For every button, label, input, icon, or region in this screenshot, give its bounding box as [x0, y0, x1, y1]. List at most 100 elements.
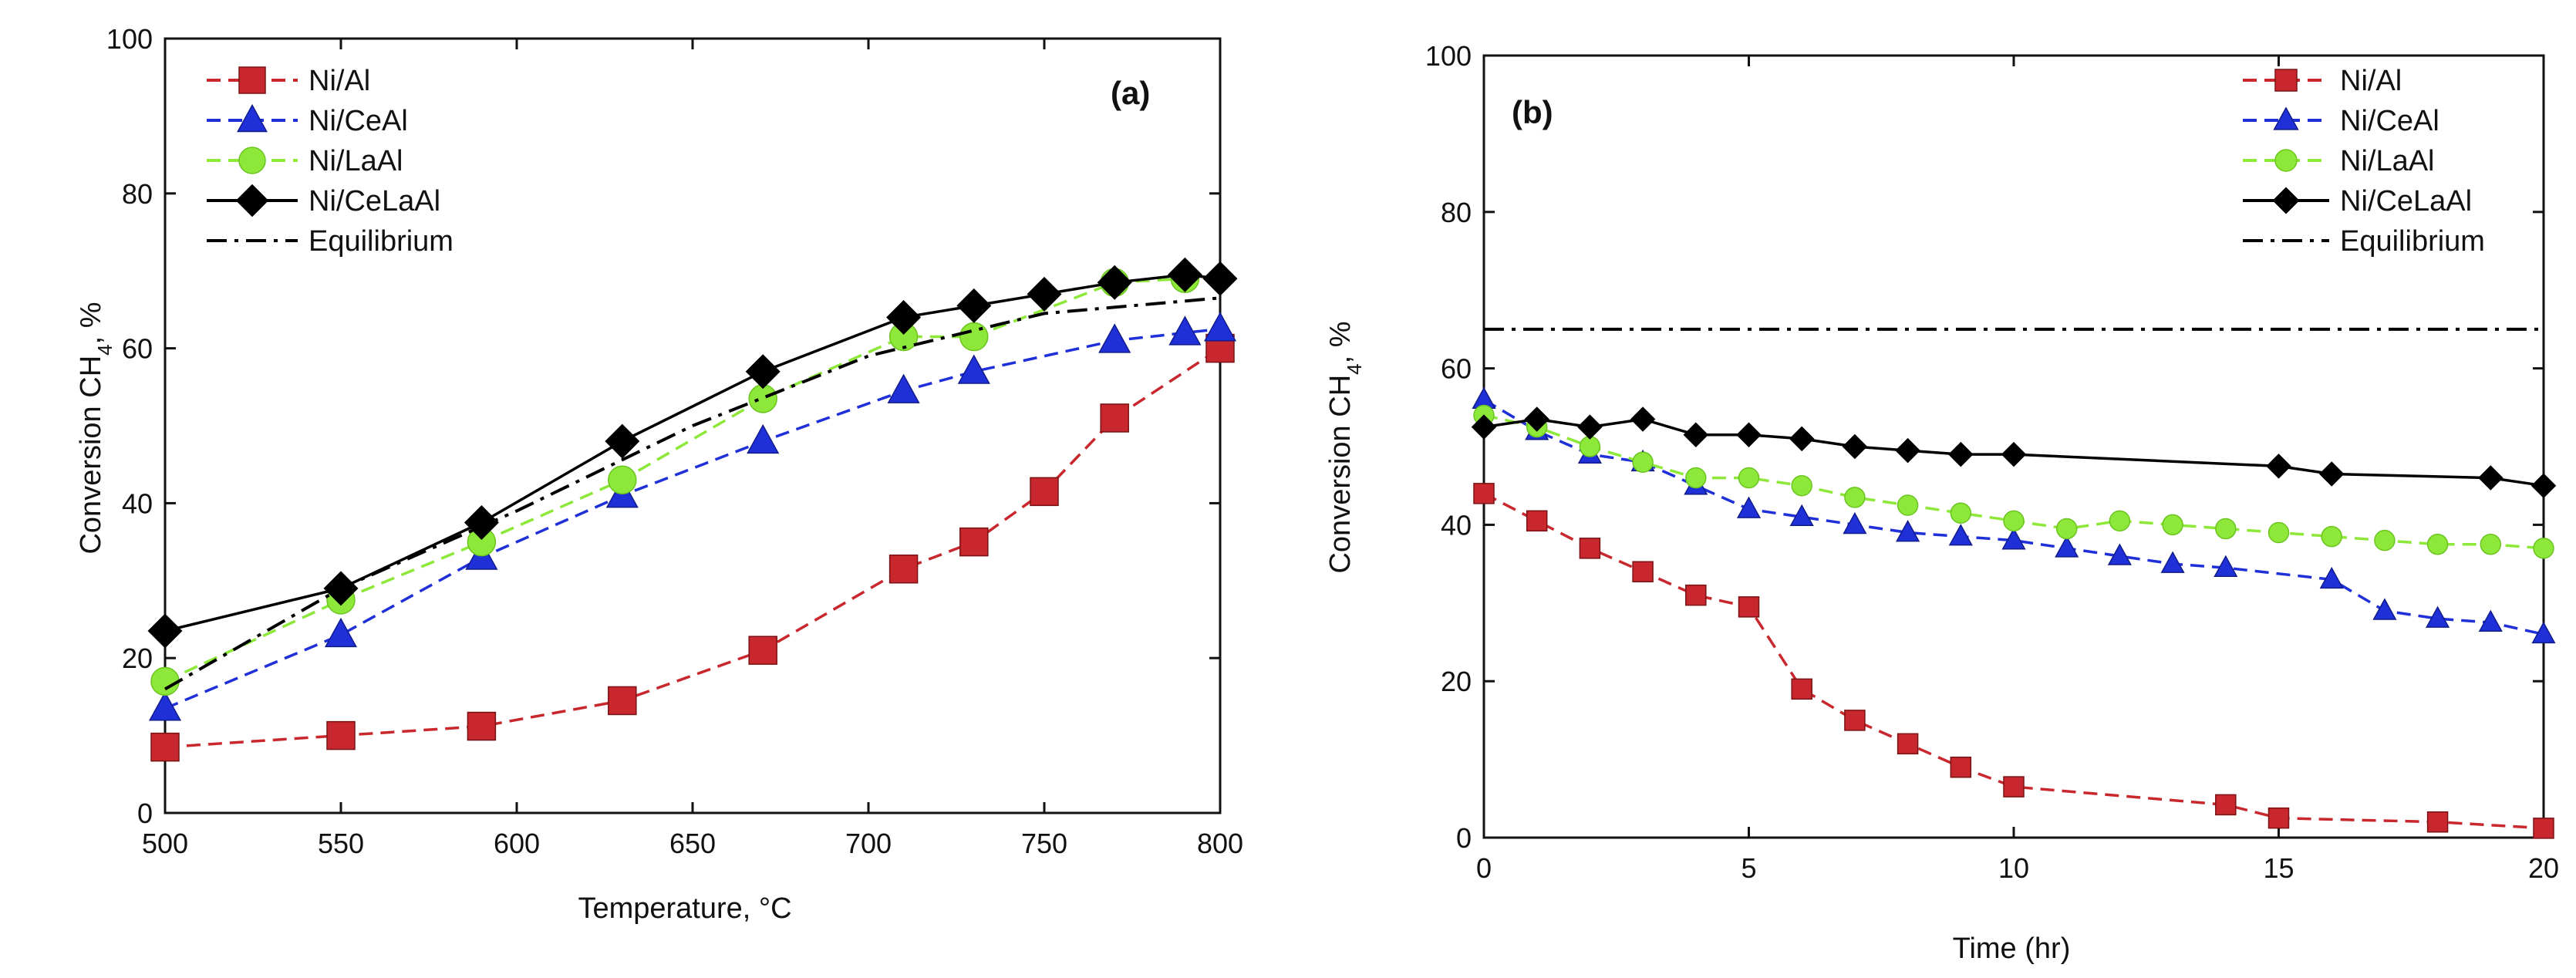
panel-b-legend-entry: Ni/CeLaAl: [2243, 185, 2472, 218]
panel-b-legend-entry: Ni/Al: [2243, 65, 2402, 97]
panel-b-x-tick-label: 20: [2528, 852, 2559, 884]
panel-a-y-tick-label: 40: [122, 487, 153, 519]
panel-a-plot: 500 550 600 650 700 750 800020406080100Ni/AlNi…: [106, 23, 1243, 859]
panel-b-series-ni-laal: [1473, 404, 2554, 559]
panel-b-legend-entry: Equilibrium: [2243, 225, 2485, 258]
panel-b-point-ni-laal: [2426, 534, 2449, 555]
panel-a-y-tick-label: 100: [106, 23, 153, 55]
panel-b-legend: Ni/Al Ni/CeAl Ni/LaAl Ni/CeLaAl Equilibrium: [2243, 65, 2485, 258]
panel-b-point-ni-laal: [2374, 529, 2396, 551]
panel-b-point-ni-laal: [2162, 514, 2183, 536]
panel-b-label: (b): [1512, 94, 1553, 130]
panel-a-point-ni-al: [748, 636, 777, 665]
panel-a-point-ni-al: [1030, 477, 1059, 507]
panel-b: Conversion CH4, % Time (hr) (b): [1324, 94, 2070, 965]
panel-b-point-ni-al: [1579, 538, 1601, 559]
panel-b-point-ni-al: [1791, 678, 1812, 700]
panel-b-point-ni-laal: [2003, 510, 2025, 532]
panel-a-point-ni-laal: [959, 322, 989, 352]
panel-a-legend-marker: [238, 147, 266, 174]
panel-a-point-ni-celaal: [1027, 276, 1062, 312]
panel-b-point-ni-laal: [2480, 534, 2502, 555]
panel-a-point-ni-celaal: [886, 299, 922, 335]
panel-b-point-ni-ceal: [2319, 566, 2344, 589]
panel-a-series-line-equilibrium: [164, 296, 1221, 691]
panel-b-point-ni-ceal: [1843, 511, 1867, 535]
panel-b-point-ni-al: [1526, 510, 1548, 532]
panel-a-point-ni-celaal: [956, 288, 992, 323]
panel-b-point-ni-ceal: [2160, 551, 2185, 573]
panel-a-point-ni-celaal: [1167, 257, 1202, 292]
panel-a-legend-entry: Ni/LaAl: [207, 145, 403, 177]
panel-b-legend-label: Equilibrium: [2340, 225, 2485, 258]
panel-a-x-axis-label: Temperature, °C: [578, 892, 791, 925]
panel-b-point-ni-ceal: [2055, 535, 2079, 558]
panel-a-point-ni-celaal: [1097, 265, 1132, 300]
panel-b-point-ni-celaal: [1524, 406, 1549, 432]
panel-b-point-ni-celaal: [1736, 422, 1762, 448]
panel-a-y-axis-label: Conversion CH4, %: [75, 302, 116, 554]
panel-a-legend-marker: [235, 184, 269, 218]
panel-a-legend: Ni/Al Ni/CeAl Ni/LaAl Ni/CeLaAl Equilibrium: [207, 65, 453, 258]
panel-b-point-ni-ceal: [1736, 496, 1762, 518]
panel-b-point-ni-celaal: [2530, 473, 2557, 498]
panel-b-point-ni-al: [1738, 596, 1760, 618]
panel-a-y-tick-label: 80: [122, 178, 153, 210]
panel-a-series-ni-ceal: [148, 312, 1237, 721]
panel-b-legend-marker: [2274, 69, 2298, 92]
panel-a-series-line-ni-celaal: [164, 273, 1221, 632]
panel-b-point-ni-celaal: [1789, 426, 1815, 452]
panel-a: Conversion CH4, % Temperature, °C (a): [75, 75, 1150, 925]
panel-b-point-ni-al: [2426, 811, 2449, 833]
panel-b-legend-marker: [2274, 149, 2298, 172]
panel-a-legend-entry: Ni/CeLaAl: [207, 184, 440, 218]
panel-a-point-ni-ceal: [148, 691, 182, 721]
panel-a-point-ni-laal: [748, 384, 777, 413]
panel-b-point-ni-celaal: [2478, 465, 2504, 491]
panel-b-point-ni-celaal: [2318, 461, 2345, 487]
panel-a-point-ni-ceal: [887, 373, 920, 403]
panel-b-point-ni-laal: [1897, 494, 1919, 516]
panel-a-x-tick-label: 500: [142, 828, 188, 859]
panel-b-point-ni-ceal: [2426, 605, 2450, 628]
panel-a-point-ni-celaal: [605, 423, 640, 459]
panel-b-series-ni-celaal: [1471, 406, 2557, 498]
panel-b-x-tick-label: 10: [1998, 852, 2029, 884]
panel-a-point-ni-celaal: [745, 354, 781, 390]
panel-b-point-ni-laal: [2533, 538, 2554, 559]
panel-a-point-ni-celaal: [464, 505, 499, 540]
panel-b-y-tick-label: 40: [1441, 509, 1472, 541]
panel-a-point-ni-al: [959, 527, 989, 557]
panel-a-series-equilibrium: [164, 296, 1221, 691]
panel-b-point-ni-laal: [1685, 467, 1707, 489]
panel-a-x-tick-label: 650: [669, 828, 716, 859]
panel-b-point-ni-laal: [2267, 521, 2290, 544]
panel-b-point-ni-laal: [1738, 467, 1760, 489]
panel-b-point-ni-celaal: [1842, 433, 1868, 460]
panel-a-point-ni-laal: [608, 465, 637, 495]
panel-b-series-ni-al: [1473, 483, 2554, 839]
panel-b-x-tick-label: 0: [1476, 852, 1492, 884]
panel-a-point-ni-ceal: [324, 617, 358, 648]
panel-a-x-tick-label: 550: [318, 828, 364, 859]
panel-a-legend-marker: [237, 103, 268, 133]
panel-b-point-ni-al: [1897, 733, 1919, 755]
panel-b-point-ni-ceal: [2001, 528, 2026, 550]
panel-a-legend-label: Ni/CeLaAl: [309, 185, 440, 218]
panel-a-point-ni-al: [1100, 403, 1129, 433]
panel-b-point-ni-celaal: [1683, 422, 1709, 448]
panel-b-legend-entry: Ni/CeAl: [2243, 105, 2439, 137]
panel-a-legend-entry: Equilibrium: [207, 225, 453, 258]
panel-b-point-ni-al: [2267, 807, 2290, 829]
panel-b-point-ni-laal: [2321, 525, 2342, 548]
panel-a-x-tick-label: 700: [845, 828, 892, 859]
panel-a-x-tick-label: 800: [1197, 828, 1243, 859]
panel-b-legend-marker: [2272, 187, 2300, 214]
panel-a-legend-label: Ni/Al: [309, 65, 370, 97]
panel-a-series-ni-celaal: [147, 257, 1238, 649]
panel-a-label: (a): [1111, 75, 1150, 111]
panel-a-legend-marker: [238, 66, 266, 94]
panel-b-point-ni-celaal: [1471, 414, 1497, 440]
panel-b-legend-label: Ni/LaAl: [2340, 145, 2435, 177]
